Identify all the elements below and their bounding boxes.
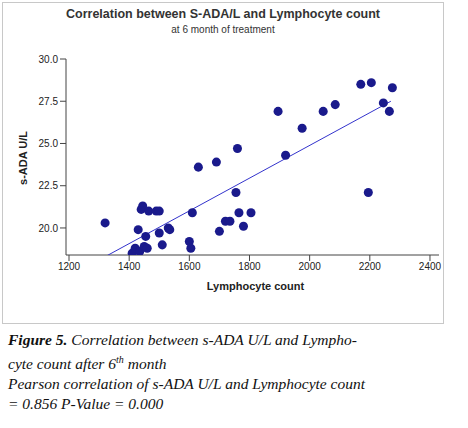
html-text:= 0.856 P-Value = 0.000: = 0.856 P-Value = 0.000 [8, 395, 164, 413]
svg-text:20.0: 20.0 [39, 223, 59, 234]
html-text:Figure 5. Correlation between: Figure 5. Correlation between s-ADA U/L … [8, 331, 357, 348]
html-text:cyte count after 6th month: cyte count after 6th month [8, 354, 167, 373]
svg-text:2200: 2200 [359, 261, 382, 272]
svg-text:2000: 2000 [299, 261, 322, 272]
svg-text:30.0: 30.0 [39, 54, 59, 65]
html-text:s-ADA U/L: s-ADA U/L [17, 131, 29, 185]
svg-text:1800: 1800 [238, 261, 261, 272]
svg-text:1400: 1400 [118, 261, 141, 272]
html-text:Pearson correlation of s-ADA U: Pearson correlation of s-ADA U/L and Lym… [8, 375, 365, 393]
svg-text:2400: 2400 [419, 261, 442, 272]
html-text:Lymphocyte count: Lymphocyte count [206, 280, 305, 292]
svg-text:22.5: 22.5 [39, 180, 59, 191]
svg-text:1200: 1200 [58, 261, 81, 272]
svg-text:1600: 1600 [178, 261, 201, 272]
svg-text:25.0: 25.0 [39, 138, 59, 149]
html-text:Correlation between S-ADA/L an: Correlation between S-ADA/L and Lymphocy… [66, 7, 380, 21]
html-text:at 6 month of treatment: at 6 month of treatment [171, 24, 275, 35]
svg-text:27.5: 27.5 [39, 96, 59, 107]
